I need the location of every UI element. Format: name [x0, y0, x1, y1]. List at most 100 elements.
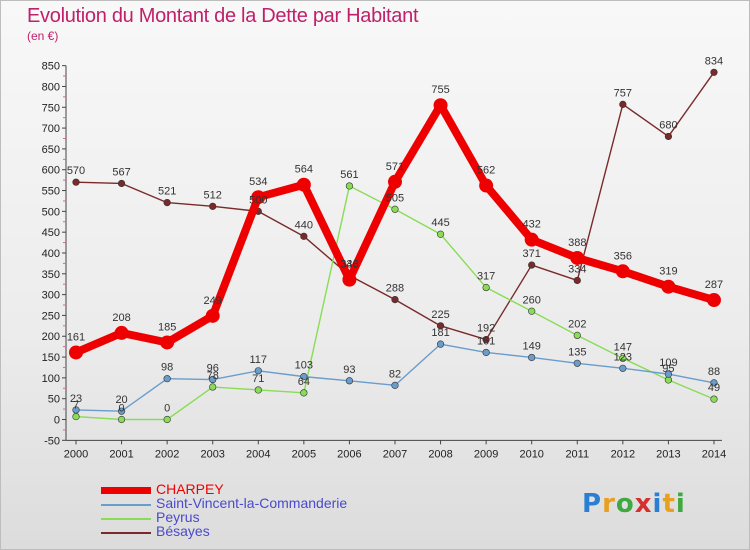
point-peyrus [619, 354, 627, 362]
data-label-charpey: 356 [614, 250, 632, 262]
point-peyrus [209, 383, 217, 391]
data-label-charpey: 571 [386, 161, 404, 173]
x-tick-label: 2010 [519, 448, 543, 460]
point-charpey [615, 264, 630, 279]
point-peyrus [528, 307, 536, 315]
data-label-peyrus: 260 [523, 294, 541, 306]
point-besayes [117, 179, 126, 188]
legend-label-charpey: CHARPEY [156, 481, 224, 497]
point-peyrus [482, 283, 490, 292]
data-label-charpey: 161 [67, 331, 85, 343]
point-peyrus [300, 389, 308, 397]
legend-item-besayes: Bésayes [101, 523, 431, 539]
data-label-peyrus: 78 [207, 370, 219, 382]
x-tick-label: 2002 [155, 448, 179, 460]
data-label-saint-vincent-la-commanderie: 135 [568, 346, 586, 358]
point-charpey [661, 279, 676, 294]
x-tick-label: 2003 [200, 448, 224, 460]
data-label-besayes: 521 [158, 186, 176, 198]
point-charpey [387, 174, 402, 189]
x-tick-label: 2006 [337, 448, 361, 460]
point-charpey [524, 232, 539, 247]
point-peyrus [391, 205, 399, 213]
y-tick-label: 400 [42, 248, 60, 260]
point-peyrus [345, 182, 354, 190]
point-besayes [436, 322, 445, 330]
legend: CHARPEY Saint-Vincent-la-Commanderie Pey… [101, 481, 431, 539]
point-peyrus [436, 230, 445, 238]
axes: -500501001502002503003504004505005506006… [42, 61, 727, 461]
y-tick-label: 350 [42, 269, 60, 281]
x-tick-label: 2005 [292, 448, 316, 460]
point-besayes [72, 178, 80, 186]
data-labels: 570 567 521 512 500 440 346 288 225 192 371 334 757 6… [67, 55, 723, 414]
data-label-charpey: 564 [295, 164, 313, 176]
point-peyrus [72, 412, 80, 421]
point-charpey [296, 177, 311, 192]
y-tick-label: 0 [54, 415, 60, 427]
series-line-charpey [72, 101, 718, 357]
chart-title: Evolution du Montant de la Dette par Hab… [27, 5, 419, 27]
point-saint-vincent-la-commanderie [117, 407, 126, 415]
y-tick-label: 250 [42, 310, 60, 322]
data-label-besayes: 371 [523, 248, 541, 260]
data-label-peyrus: 317 [477, 271, 495, 283]
chart-unit-label: (en €) [27, 29, 59, 43]
legend-swatch-saint-vincent [101, 504, 151, 506]
data-label-peyrus: 71 [252, 373, 264, 385]
y-tick-label: 300 [42, 290, 60, 302]
point-charpey [251, 190, 266, 205]
data-label-charpey: 388 [568, 237, 586, 249]
legend-item-peyrus: Peyrus [101, 509, 431, 525]
x-tick-label: 2012 [611, 448, 635, 460]
x-tick-label: 2008 [428, 448, 452, 460]
point-saint-vincent-la-commanderie [619, 364, 627, 372]
point-saint-vincent-la-commanderie [436, 340, 445, 348]
data-label-besayes: 512 [204, 189, 222, 201]
legend-item-charpey: CHARPEY [101, 481, 431, 497]
y-tick-label: 850 [42, 61, 60, 73]
data-label-besayes: 834 [705, 55, 723, 67]
point-charpey [706, 293, 721, 308]
y-tick-label: 550 [42, 186, 60, 198]
y-tick-label: 200 [42, 331, 60, 343]
x-tick-label: 2009 [474, 448, 498, 460]
point-saint-vincent-la-commanderie [300, 373, 308, 381]
data-label-peyrus: 0 [119, 403, 125, 415]
point-besayes [391, 296, 399, 304]
x-tick-label: 2001 [109, 448, 133, 460]
x-tick-label: 2011 [565, 448, 589, 460]
y-tick-label: 100 [42, 373, 60, 385]
data-label-besayes: 680 [659, 119, 677, 131]
legend-swatch-charpey [101, 487, 151, 494]
data-label-saint-vincent-la-commanderie: 88 [708, 366, 720, 378]
y-tick-label: 450 [42, 227, 60, 239]
data-label-saint-vincent-la-commanderie: 103 [295, 360, 313, 372]
point-charpey [205, 308, 220, 323]
y-tick-label: 750 [42, 102, 60, 114]
point-saint-vincent-la-commanderie [528, 353, 536, 362]
point-besayes [528, 261, 536, 269]
point-besayes [209, 202, 217, 210]
point-saint-vincent-la-commanderie [710, 379, 718, 387]
data-label-charpey: 336 [340, 259, 358, 271]
data-label-saint-vincent-la-commanderie: 109 [659, 357, 677, 369]
data-label-charpey: 319 [659, 266, 677, 278]
point-charpey [160, 335, 175, 350]
legend-swatch-besayes [101, 532, 151, 534]
legend-item-saint-vincent: Saint-Vincent-la-Commanderie [101, 495, 431, 511]
data-label-besayes: 757 [614, 87, 632, 99]
data-label-saint-vincent-la-commanderie: 23 [70, 393, 82, 405]
data-label-saint-vincent-la-commanderie: 161 [477, 335, 495, 347]
data-label-saint-vincent-la-commanderie: 96 [207, 363, 219, 375]
data-label-saint-vincent-la-commanderie: 98 [161, 362, 173, 374]
x-tick-label: 2007 [383, 448, 407, 460]
data-label-peyrus: 202 [568, 318, 586, 330]
point-saint-vincent-la-commanderie [72, 406, 80, 414]
data-label-charpey: 755 [431, 84, 449, 96]
y-tick-label: -50 [44, 435, 60, 447]
data-label-charpey: 287 [705, 279, 723, 291]
data-label-besayes: 440 [295, 219, 313, 231]
